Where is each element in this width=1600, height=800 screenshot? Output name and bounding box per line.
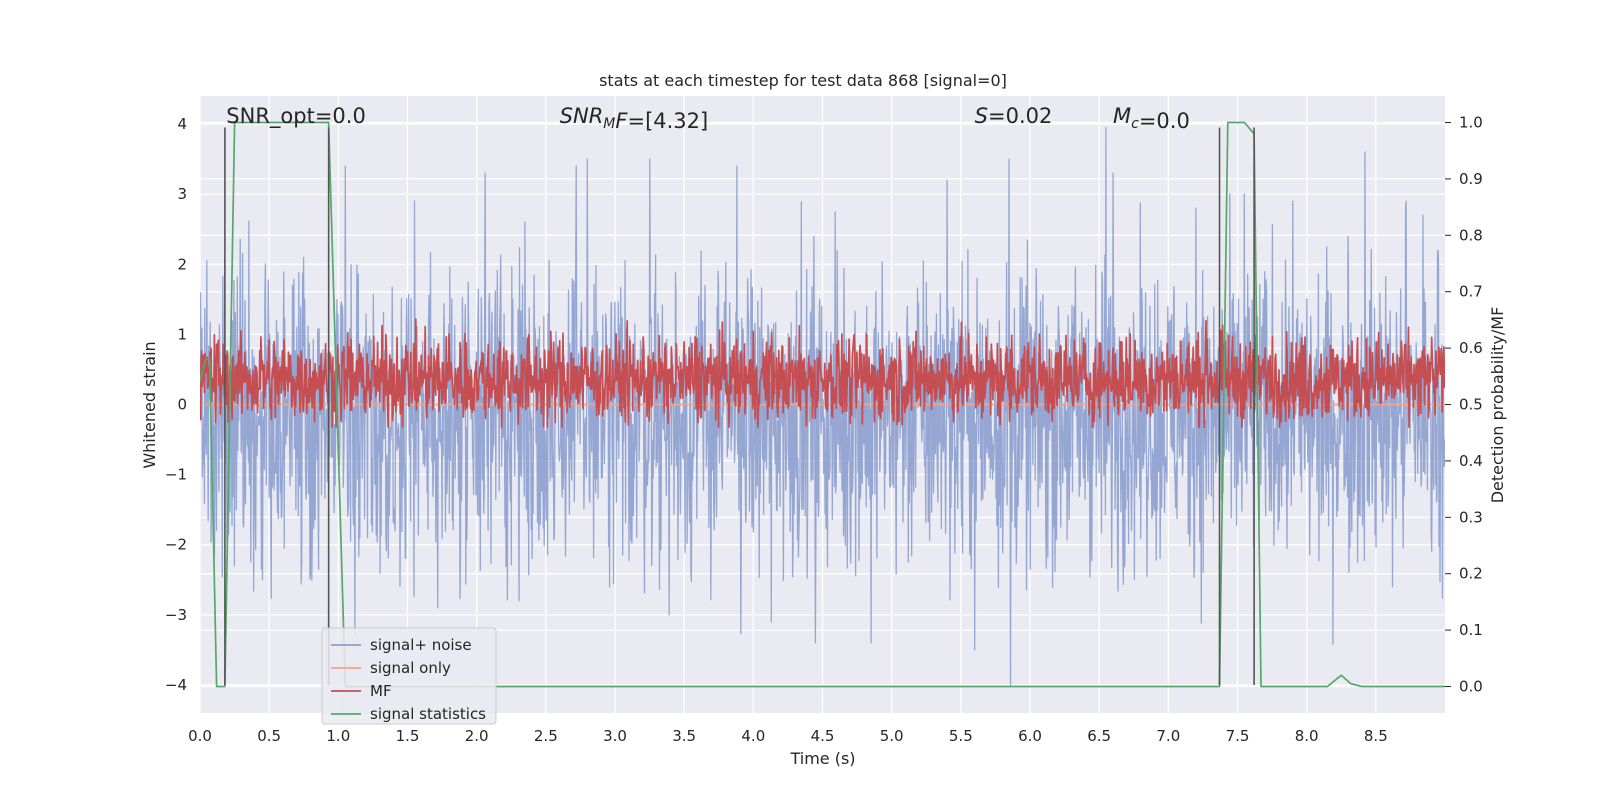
annotation-value: =0.0 bbox=[1139, 109, 1190, 133]
y-right-tick-label: 0.5 bbox=[1459, 396, 1483, 414]
y-tick-label: 4 bbox=[177, 115, 187, 133]
annotation-value: =[4.32] bbox=[627, 109, 708, 133]
annotation-s-value: S=0.02 bbox=[975, 104, 1053, 128]
series-layer bbox=[200, 121, 1445, 688]
y-right-tick-label: 0.1 bbox=[1459, 621, 1483, 639]
y-tick-label: −1 bbox=[165, 466, 187, 484]
x-tick-label: 4.5 bbox=[811, 727, 835, 745]
vertical-markers bbox=[224, 127, 1255, 685]
x-tick-label: 6.5 bbox=[1087, 727, 1111, 745]
legend-label: MF bbox=[370, 682, 392, 700]
legend-box bbox=[321, 627, 497, 725]
x-tick-label: 4.0 bbox=[741, 727, 765, 745]
x-tick-label: 5.5 bbox=[949, 727, 973, 745]
series-signal-statistics bbox=[200, 121, 1445, 688]
y-right-tick-label: 0.3 bbox=[1459, 508, 1483, 526]
y-tick-label: 2 bbox=[177, 255, 187, 273]
annotation-snr-opt: SNR_opt=0.0 bbox=[226, 104, 366, 129]
x-tick-label: 6.0 bbox=[1018, 727, 1042, 745]
annotation-mc-value: Mc=0.0 bbox=[1113, 104, 1190, 133]
x-tick-label: 2.0 bbox=[465, 727, 489, 745]
y-axis-label: Whitened strain bbox=[140, 341, 159, 468]
chart-title: stats at each timestep for test data 868… bbox=[599, 71, 1007, 90]
y-axis-right-ticks: 0.0 0.1 0.2 0.3 0.4 0.5 0.6 0.7 0.8 0.9 1.0 bbox=[1445, 114, 1483, 695]
annotation-value: =0.02 bbox=[988, 104, 1052, 128]
y-right-tick-label: 1.0 bbox=[1459, 114, 1483, 132]
y-tick-label: 3 bbox=[177, 185, 187, 203]
legend: signal+ noise signal only MF signal statist… bbox=[321, 627, 497, 725]
annotations: SNR_opt=0.0 SNRMF=[4.32] S=0.02 Mc=0.0 bbox=[226, 104, 1190, 133]
legend-items: signal+ noise signal only MF signal statist… bbox=[331, 636, 486, 723]
x-tick-label: 2.5 bbox=[534, 727, 558, 745]
legend-label: signal+ noise bbox=[370, 636, 472, 654]
y-right-tick-label: 0.0 bbox=[1459, 677, 1483, 695]
x-tick-label: 1.5 bbox=[396, 727, 420, 745]
y-axis-ticks: −4 −3 −2 −1 0 1 2 3 4 bbox=[165, 115, 187, 694]
x-tick-label: 7.5 bbox=[1226, 727, 1250, 745]
x-tick-label: 7.0 bbox=[1156, 727, 1180, 745]
x-tick-label: 5.0 bbox=[880, 727, 904, 745]
annotation-symbol: SNR bbox=[560, 104, 604, 128]
x-tick-label: 0.0 bbox=[188, 727, 212, 745]
x-tick-label: 0.5 bbox=[257, 727, 281, 745]
y-right-tick-label: 0.8 bbox=[1459, 226, 1483, 244]
x-tick-label: 8.0 bbox=[1295, 727, 1319, 745]
y-tick-label: −3 bbox=[165, 606, 187, 624]
y-right-tick-label: 0.6 bbox=[1459, 339, 1483, 357]
annotation-subscript: M bbox=[603, 116, 615, 132]
series-mf bbox=[200, 318, 1445, 428]
y-tick-label: 1 bbox=[177, 325, 187, 343]
x-tick-label: 3.5 bbox=[672, 727, 696, 745]
x-tick-label: 1.0 bbox=[326, 727, 350, 745]
legend-label: signal only bbox=[370, 659, 451, 677]
y-tick-label: −4 bbox=[165, 676, 187, 694]
annotation-symbol: M bbox=[1113, 104, 1131, 128]
y-axis-right-label: Detection probability/MF bbox=[1488, 307, 1507, 504]
annotation-snr-mf: SNRMF=[4.32] bbox=[560, 104, 709, 133]
x-tick-label: 3.0 bbox=[603, 727, 627, 745]
y-tick-label: 0 bbox=[177, 396, 187, 414]
y-right-tick-label: 0.4 bbox=[1459, 452, 1483, 470]
y-right-tick-label: 0.2 bbox=[1459, 565, 1483, 583]
legend-label: signal statistics bbox=[370, 705, 486, 723]
y-right-tick-label: 0.7 bbox=[1459, 283, 1483, 301]
annotation-subscript: c bbox=[1131, 116, 1139, 132]
x-tick-label: 8.5 bbox=[1364, 727, 1388, 745]
x-axis-ticks: 0.0 0.5 1.0 1.5 2.0 2.5 3.0 3.5 4.0 4.5 5.0 5.5 6.0 6… bbox=[188, 727, 1388, 745]
y-right-tick-label: 0.9 bbox=[1459, 170, 1483, 188]
y-tick-label: −2 bbox=[165, 536, 187, 554]
annotation-symbol: F bbox=[615, 109, 628, 133]
annotation-symbol: S bbox=[975, 104, 988, 128]
x-axis-label: Time (s) bbox=[789, 749, 855, 768]
